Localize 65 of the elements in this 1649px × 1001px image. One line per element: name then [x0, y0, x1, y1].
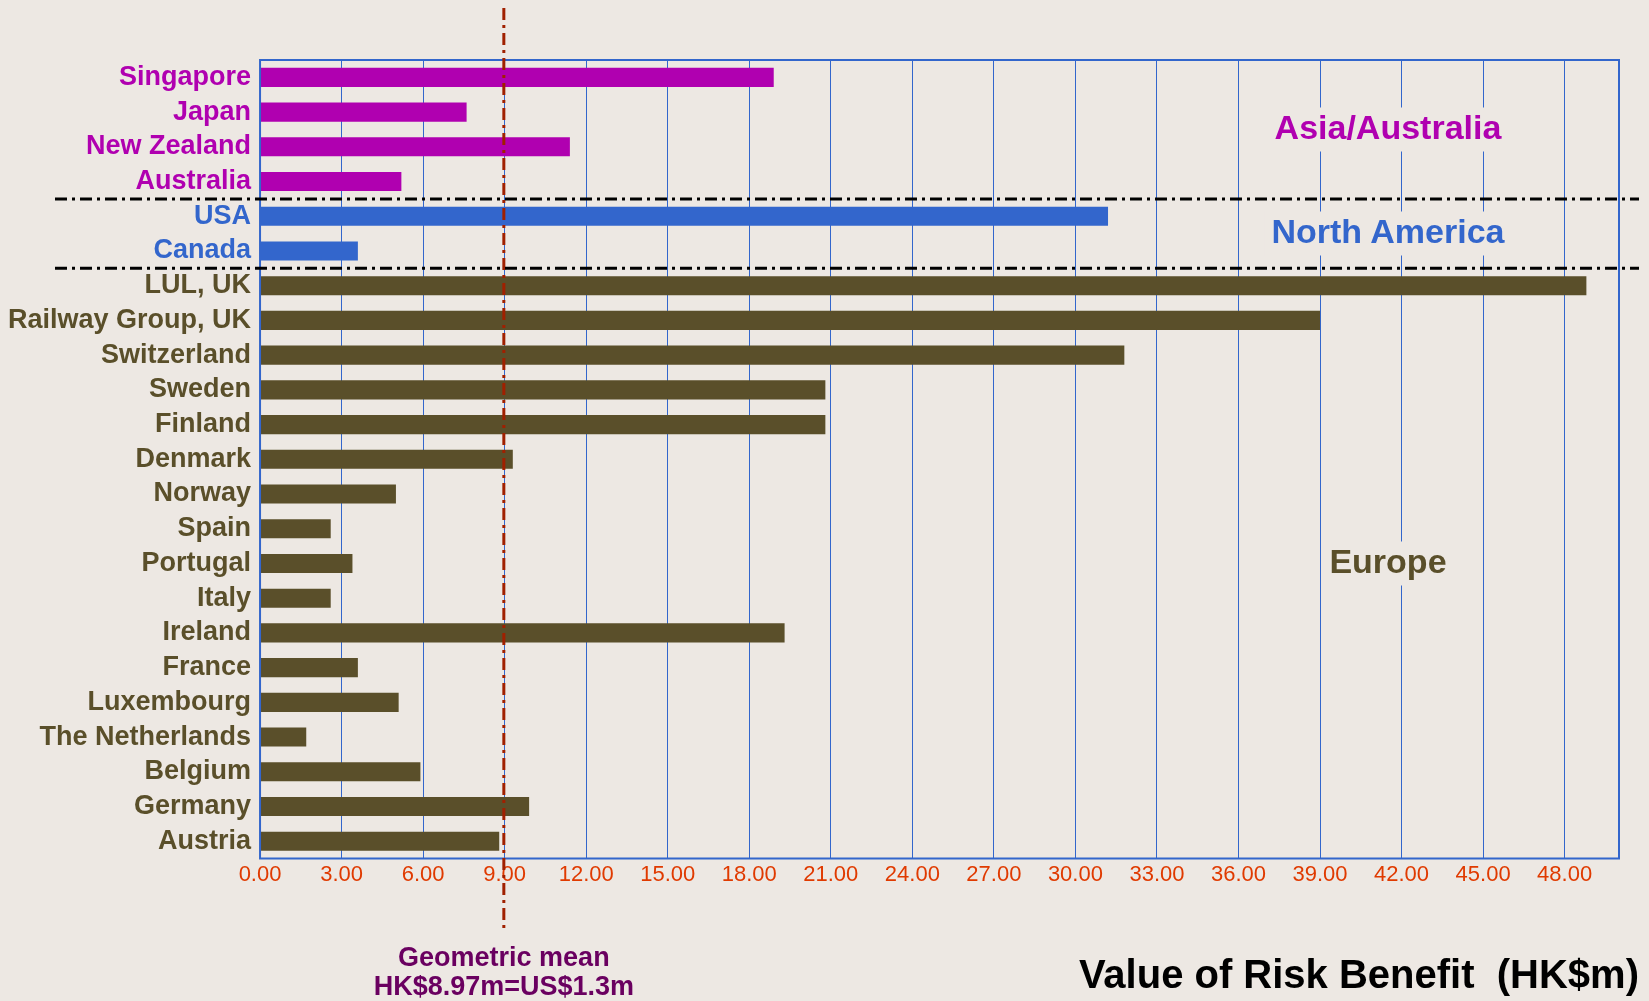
bar: [260, 796, 530, 817]
bar: [260, 345, 1125, 365]
bar: [260, 137, 570, 157]
bar: [260, 623, 785, 643]
x-tick-label: 0.00: [238, 860, 282, 886]
x-tick-label: 21.00: [803, 860, 859, 886]
x-tick-label: 3.00: [320, 860, 363, 886]
y-tick-label: LUL, UK: [144, 269, 252, 300]
y-tick-label: France: [162, 651, 252, 682]
bar: [260, 762, 421, 782]
x-tick-label: 15.00: [640, 860, 696, 886]
bar: [260, 67, 774, 87]
y-tick-label: Denmark: [135, 442, 253, 473]
annotation: Europe: [1329, 541, 1447, 580]
x-tick-label: 45.00: [1455, 860, 1511, 886]
y-tick-label: Belgium: [144, 755, 252, 786]
bar: [260, 588, 331, 608]
y-tick-label: Spain: [177, 512, 252, 543]
x-tick-label: 36.00: [1210, 860, 1267, 886]
y-tick-label: Finland: [155, 408, 252, 439]
y-tick-label: USA: [194, 199, 252, 230]
bar: [260, 415, 826, 435]
y-tick-label: Railway Group, UK: [7, 303, 252, 334]
x-axis-title: Value of Risk Benefit (HK$m): [1078, 952, 1639, 997]
x-tick-label: 24.00: [884, 860, 940, 886]
annotation: Asia/Australia: [1274, 107, 1503, 146]
x-tick-label: 18.00: [721, 860, 777, 886]
bar: [260, 449, 513, 469]
y-tick-label: Japan: [172, 95, 252, 126]
y-tick-label: Singapore: [119, 60, 252, 91]
bar: [260, 310, 1321, 330]
y-tick-label: Canada: [153, 234, 253, 265]
x-tick-label: 30.00: [1047, 860, 1103, 886]
y-tick-label: Italy: [197, 581, 252, 612]
x-tick-label: 39.00: [1292, 860, 1348, 886]
bar: [260, 692, 399, 712]
bar: [260, 553, 353, 574]
y-tick-label: Ireland: [162, 616, 252, 647]
bar: [260, 102, 467, 122]
annotation: North America: [1271, 211, 1506, 250]
y-tick-label: Luxembourg: [87, 685, 252, 716]
x-tick-label: 42.00: [1374, 860, 1430, 886]
x-tick-label: 33.00: [1129, 860, 1185, 886]
y-tick-label: Austria: [158, 824, 253, 855]
y-tick-label: Norway: [153, 477, 252, 508]
bar: [260, 484, 396, 504]
bar: [260, 658, 358, 678]
y-tick-label: Portugal: [141, 546, 252, 577]
y-tick-label: Germany: [133, 789, 252, 820]
bar: [260, 831, 500, 851]
bar: [260, 276, 1587, 296]
bar: [260, 519, 331, 539]
x-tick-label: 6.00: [401, 860, 445, 886]
bar: [260, 380, 826, 400]
bar: [260, 171, 402, 192]
ref-line-label: Geometric mean HK$8.97m=US$1.3m: [373, 941, 635, 1001]
y-tick-label: The Netherlands: [39, 720, 252, 751]
x-tick-label: 27.00: [966, 860, 1022, 886]
y-tick-label: Sweden: [149, 373, 252, 404]
y-tick-label: Australia: [135, 164, 253, 195]
y-tick-label: Switzerland: [101, 338, 252, 369]
bar: [260, 727, 307, 747]
y-tick-label: New Zealand: [85, 130, 252, 161]
x-tick-label: 48.00: [1537, 860, 1593, 886]
x-tick-label: 12.00: [558, 860, 614, 886]
